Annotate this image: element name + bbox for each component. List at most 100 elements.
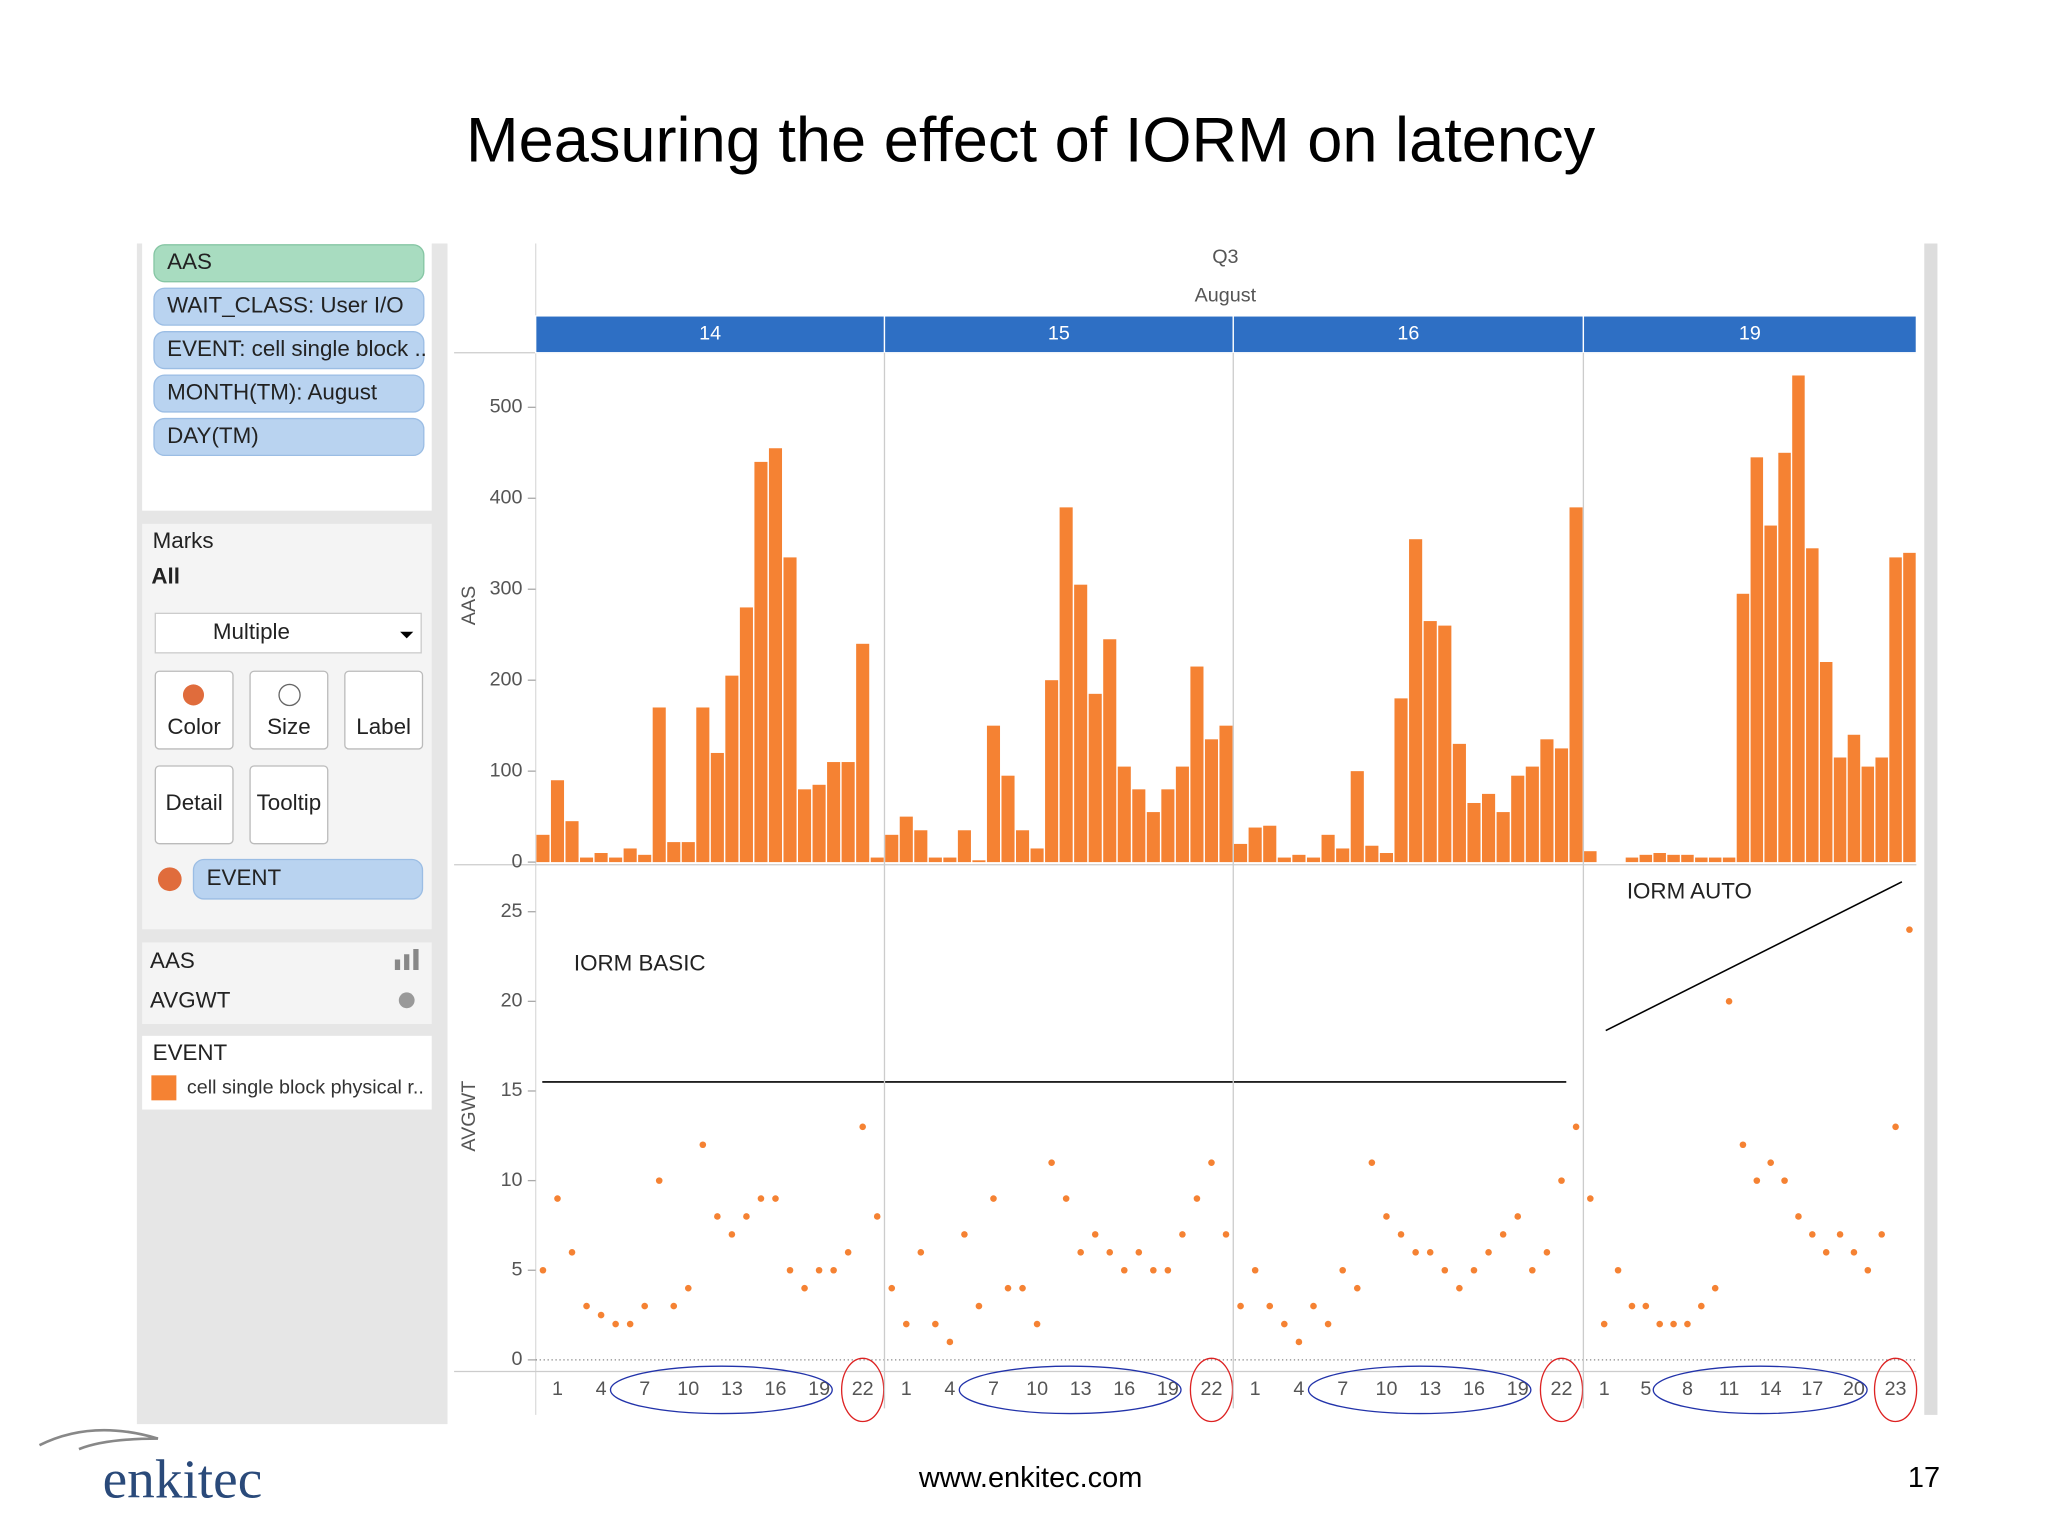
point [1412,1249,1419,1256]
filter-label: MONTH(TM): August [167,379,378,404]
measure: AVGWT [150,988,231,1013]
marks-tab: All [151,564,180,589]
bar [1175,766,1189,863]
point [873,1213,881,1220]
point [1809,1231,1816,1238]
filter-pill[interactable] [153,287,425,326]
highlight-circle [1539,1357,1584,1423]
mark-type-dropdown[interactable] [154,612,422,654]
color-icon [157,867,182,892]
panel-header [883,315,1234,354]
x-tick-label: 5 [1640,1378,1651,1400]
point [859,1123,866,1131]
filter-pill[interactable] [153,331,425,370]
x-tick-label: 16 [765,1378,787,1400]
bar [1569,507,1583,863]
x-tick-label: 1 [1599,1378,1610,1400]
color-btn-icon [182,684,205,706]
bar [1365,845,1379,863]
point [1324,1320,1332,1328]
bar [1045,680,1059,863]
bar [1452,743,1466,863]
point [1062,1195,1070,1202]
point [1251,1266,1259,1274]
x-tick-label: 10 [1026,1378,1048,1400]
point [1150,1266,1157,1274]
filter-pill[interactable] [153,244,425,283]
panel-label: 16 [1397,323,1419,345]
y-tick-label: 200 [490,668,523,690]
bar [739,607,753,863]
subheader: August [1195,284,1257,306]
mark-button[interactable] [154,670,234,750]
legend-swatch [151,1075,177,1101]
point [757,1195,765,1202]
x-tick-label: 22 [1200,1378,1222,1400]
color-pill[interactable] [192,858,424,900]
point [568,1249,576,1256]
point [1179,1231,1186,1238]
bar [1321,834,1335,863]
point [1470,1266,1478,1274]
point [1558,1177,1565,1184]
bar [1625,857,1639,863]
point [815,1266,823,1274]
bar [1764,525,1777,863]
mark-button[interactable] [344,670,424,750]
highlight-circle [1189,1357,1234,1423]
x-tick-label: 10 [1375,1378,1397,1400]
filter-label: WAIT_CLASS: User I/O [167,293,403,318]
y-tick-label: 25 [501,900,523,922]
highlight-circle [1873,1357,1918,1423]
point [1397,1231,1405,1238]
bar [638,854,652,863]
bar [1554,748,1569,863]
x-tick-label: 22 [1551,1378,1573,1400]
x-tick-label: 19 [1157,1378,1179,1400]
mark-button[interactable] [154,765,234,845]
x-tick-label: 19 [1507,1378,1529,1400]
bar [1016,830,1030,863]
filter-pill[interactable] [153,374,425,413]
point [1295,1338,1303,1346]
y-tick-label: 5 [512,1258,523,1280]
panel-header [535,315,886,354]
point [728,1231,736,1238]
bar [870,857,884,863]
bar [1736,593,1750,863]
point [1441,1266,1449,1274]
x-tick-label: 7 [1337,1378,1348,1400]
bar [1861,766,1875,863]
bar [1117,766,1131,863]
point [1529,1266,1536,1274]
bar [957,830,971,863]
bar [1409,539,1423,863]
point [1222,1231,1230,1238]
bar [1695,857,1708,863]
bar [1819,661,1833,863]
point [1135,1249,1143,1256]
mark-button-label: Color [167,714,221,739]
filter-label: DAY(TM) [167,423,258,448]
bar [1103,639,1117,863]
bar [1875,757,1888,863]
mark-button[interactable] [249,765,329,845]
panel-header [1582,315,1918,354]
bar [536,834,550,863]
point [539,1266,547,1274]
highlight-ellipse [1652,1365,1868,1415]
filter-pill[interactable] [153,417,425,457]
point [888,1284,896,1292]
bar [550,780,565,863]
point [917,1249,925,1256]
bar [1074,584,1088,863]
marks-title: Marks [153,528,214,553]
point [554,1195,561,1202]
legend-title: EVENT [153,1040,228,1065]
point [626,1320,634,1328]
scrollbar [1924,243,1938,1415]
mark-button[interactable] [249,670,329,750]
bar [609,857,623,863]
point [1711,1284,1719,1292]
point [786,1266,794,1274]
